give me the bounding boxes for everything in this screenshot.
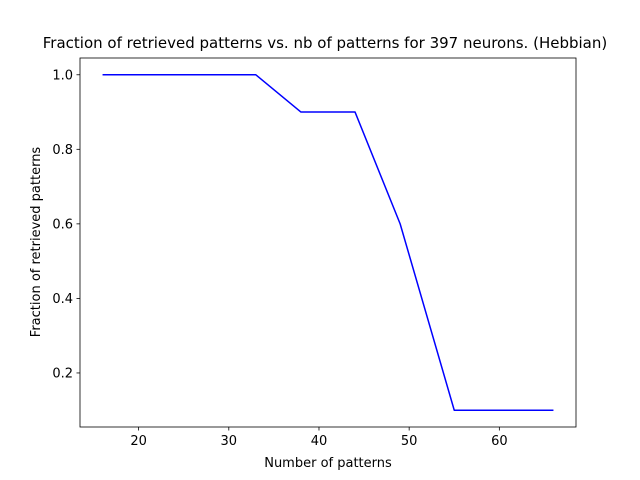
x-axis-label: Number of patterns [264, 456, 392, 471]
x-tick-label: 20 [130, 434, 147, 449]
series-line-0 [102, 74, 554, 411]
plot-area: 20 30 40 50 60 0.2 0.4 0.6 0.8 1.0 [52, 57, 577, 449]
plot-frame [79, 57, 577, 428]
y-tick-label: 0.8 [52, 143, 73, 158]
y-tick-label: 0.4 [52, 292, 73, 307]
chart-title: Fraction of retrieved patterns vs. nb of… [43, 34, 607, 52]
y-tick-label: 1.0 [52, 68, 73, 83]
y-axis-label: Fraction of retrieved patterns [29, 147, 44, 338]
x-tick-label: 30 [221, 434, 238, 449]
x-tick-label: 50 [401, 434, 418, 449]
y-tick-label: 0.2 [52, 366, 73, 381]
x-tick-label: 40 [311, 434, 328, 449]
y-tick-label: 0.6 [52, 217, 73, 232]
x-tick-label: 60 [491, 434, 508, 449]
